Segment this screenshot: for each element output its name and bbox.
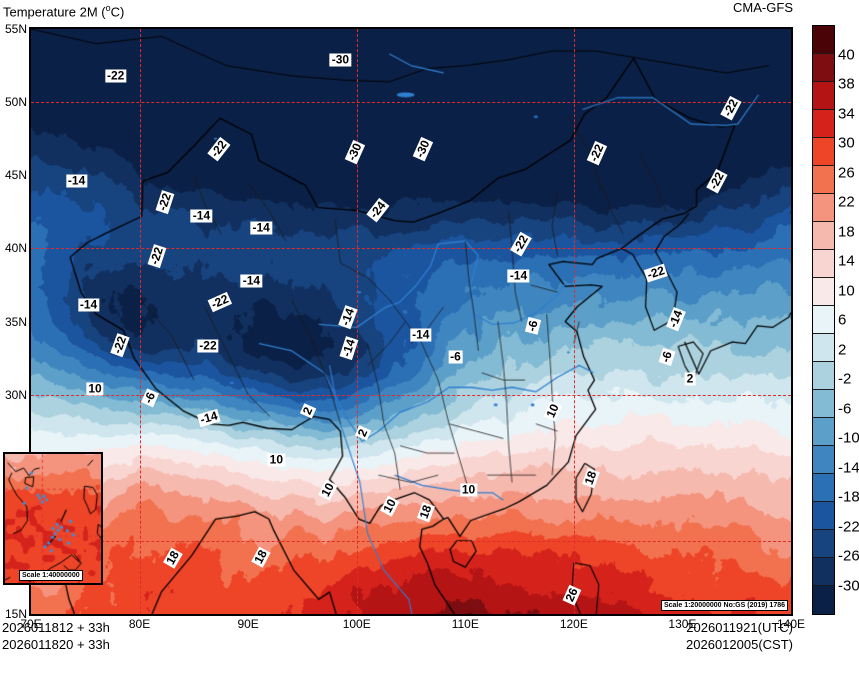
- colorbar-band-9: [813, 278, 834, 306]
- model-label: CMA-GFS: [733, 0, 793, 15]
- longitude-tick-70E: 70E: [20, 617, 42, 631]
- contour-label: -22: [105, 68, 127, 83]
- gridline-lon-140: [791, 29, 792, 614]
- contour-label: -14: [65, 173, 88, 188]
- contour-label: 10: [86, 381, 104, 396]
- colorbar-band-2: [813, 82, 834, 110]
- colorbar-band-5: [813, 166, 834, 194]
- colorbar-band-18: [813, 530, 834, 558]
- page-title: Temperature 2M (oC): [3, 0, 124, 20]
- colorbar: [812, 25, 835, 615]
- contour-label: -6: [448, 349, 463, 364]
- colorbar-band-15: [813, 446, 834, 474]
- colorbar-tick--26: -26: [838, 547, 859, 565]
- colorbar-tick-30: 30: [838, 134, 855, 152]
- colorbar-tick--22: -22: [838, 518, 859, 535]
- page-title-text: Temperature 2M (: [3, 4, 106, 20]
- colorbar-band-12: [813, 362, 834, 390]
- latitude-tick-40N: 40N: [4, 241, 27, 256]
- colorbar-tick--10: -10: [838, 429, 859, 447]
- contour-label: -14: [250, 220, 272, 235]
- map-panel[interactable]: -22 -30 -22 -22 -30 -30 -22 -22 -14 -22 -14 -14 -24-…: [29, 27, 793, 616]
- footer-init-utc: 2026011812 + 33h: [2, 620, 110, 635]
- colorbar-tick-26: 26: [838, 164, 855, 181]
- colorbar-band-1: [813, 54, 834, 82]
- colorbar-tick-10: 10: [838, 282, 855, 299]
- contour-label: 10: [459, 482, 478, 497]
- colorbar-tick--14: -14: [838, 459, 859, 476]
- inset-raster: [5, 454, 101, 583]
- longitude-tick-120E: 120E: [559, 617, 588, 631]
- contour-label: -14: [507, 268, 530, 283]
- colorbar-tick-34: 34: [838, 105, 855, 122]
- colorbar-band-19: [813, 558, 834, 586]
- colorbar-band-10: [813, 306, 834, 334]
- longitude-tick-100E: 100E: [342, 617, 371, 631]
- colorbar-band-20: [813, 586, 834, 614]
- latitude-tick-55N: 55N: [4, 22, 27, 36]
- latitude-tick-15N: 15N: [4, 607, 27, 621]
- latitude-tick-50N: 50N: [4, 95, 27, 110]
- longitude-tick-130E: 130E: [668, 617, 697, 631]
- longitude-tick-80E: 80E: [128, 617, 151, 631]
- inset-scale-label: Scale 1:40000000: [19, 570, 83, 581]
- latitude-tick-30N: 30N: [4, 387, 27, 402]
- footer-valid-cst: 2026012005(CST): [686, 637, 793, 652]
- colorbar-band-3: [813, 110, 834, 138]
- colorbar-band-7: [813, 222, 834, 250]
- contour-label: -14: [190, 208, 213, 223]
- contour-label: 2: [684, 371, 696, 386]
- latitude-tick-35N: 35N: [4, 314, 27, 329]
- contour-label: -14: [410, 327, 432, 342]
- colorbar-tick-38: 38: [838, 75, 855, 93]
- colorbar-band-16: [813, 474, 834, 502]
- contour-label: -30: [329, 52, 352, 67]
- colorbar-band-11: [813, 334, 834, 362]
- longitude-tick-140E: 140E: [776, 617, 806, 631]
- contour-label: -14: [77, 297, 100, 312]
- temperature-field-raster: [31, 29, 791, 614]
- contour-label: 10: [267, 452, 286, 467]
- colorbar-tick-14: 14: [838, 252, 855, 270]
- degree-symbol: o: [105, 3, 111, 13]
- colorbar-tick--18: -18: [838, 488, 859, 506]
- colorbar-tick--6: -6: [838, 400, 852, 417]
- south-china-sea-inset-map[interactable]: Scale 1:40000000: [3, 452, 103, 585]
- colorbar-band-13: [813, 390, 834, 418]
- map-scale-label: Scale 1:20000000 No:GS (2019) 1786: [660, 600, 788, 611]
- colorbar-tick-2: 2: [838, 341, 847, 358]
- colorbar-tick-18: 18: [838, 223, 855, 240]
- contour-label: -14: [240, 273, 263, 288]
- colorbar-tick--30: -30: [838, 577, 859, 594]
- colorbar-tick-6: 6: [838, 311, 847, 329]
- latitude-tick-45N: 45N: [4, 168, 27, 183]
- colorbar-band-4: [813, 138, 834, 166]
- footer-valid-utc: 2026011921(UTC): [686, 620, 793, 635]
- colorbar-band-0: [813, 26, 834, 54]
- colorbar-tick--2: -2: [838, 370, 852, 388]
- colorbar-band-17: [813, 502, 834, 530]
- colorbar-band-14: [813, 418, 834, 446]
- colorbar-band-8: [813, 250, 834, 278]
- footer-init-cst: 2026011820 + 33h: [2, 637, 110, 652]
- longitude-tick-90E: 90E: [237, 617, 259, 631]
- colorbar-tick-labels: 40 38 34 30 26 22 18 14 10 6 2 -2 -6 -10 -14 -18 -22 -26 -…: [838, 25, 859, 615]
- longitude-tick-110E: 110E: [451, 617, 479, 631]
- colorbar-tick-22: 22: [838, 193, 855, 211]
- page-title-unit: C): [110, 4, 125, 20]
- contour-label: -22: [197, 338, 219, 353]
- colorbar-tick-40: 40: [838, 46, 855, 63]
- colorbar-band-6: [813, 194, 834, 222]
